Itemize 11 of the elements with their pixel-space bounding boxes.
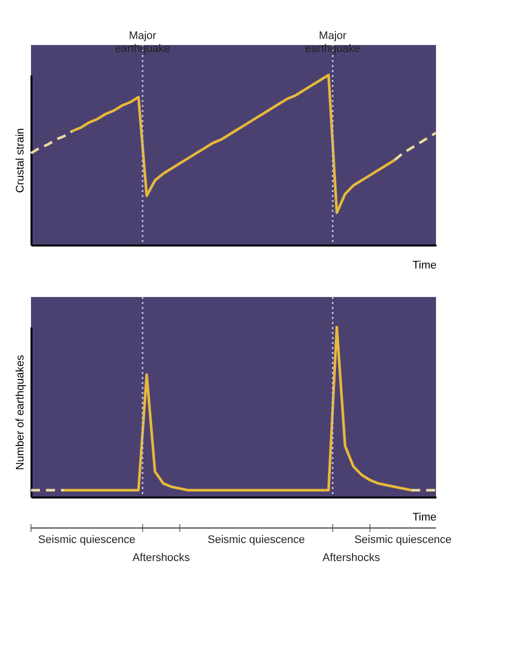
text: Seismic quiescence xyxy=(354,534,452,546)
text: Major earthquake xyxy=(115,30,170,55)
x-axis-title: Time xyxy=(412,260,436,272)
y-axis-title: Crustal strain xyxy=(14,128,26,193)
text: Major earthquake xyxy=(305,30,360,55)
text: Aftershocks xyxy=(322,552,381,564)
text: Seismic quiescence xyxy=(38,534,136,546)
text: Aftershocks xyxy=(132,552,190,564)
x-axis-title: Time xyxy=(412,512,436,524)
text: Seismic quiescence xyxy=(208,534,305,546)
y-axis-title: Number of earthquakes xyxy=(14,354,26,470)
